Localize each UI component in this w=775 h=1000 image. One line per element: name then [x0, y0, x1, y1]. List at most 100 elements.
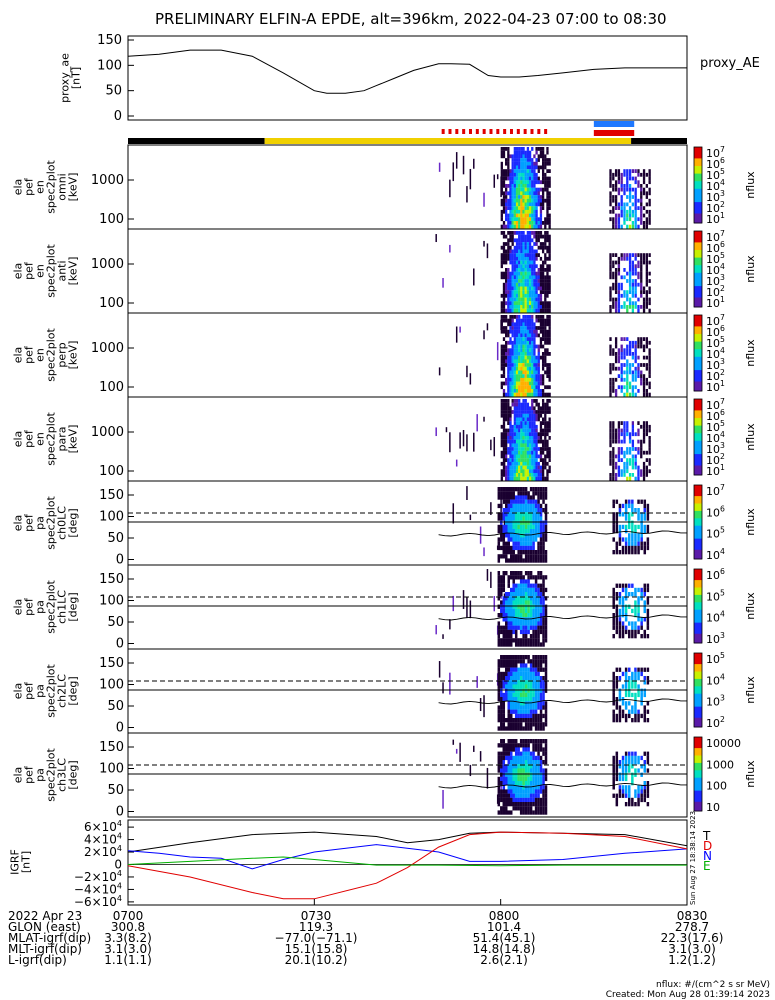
spectrogram-pixel [637, 465, 640, 470]
spectrogram-pixel [514, 642, 518, 647]
spectrogram-pixel [612, 198, 615, 203]
y-axis-label-line: [keV] [67, 425, 80, 454]
spectrogram-pixel [517, 705, 520, 710]
spectrogram-pixel [502, 436, 506, 440]
spectrogram-pixel [526, 264, 530, 269]
spectrogram-pixel [505, 776, 508, 782]
spectrogram-pixel [637, 688, 640, 693]
spectrogram-pixel [541, 150, 545, 155]
spectrogram-pixel [529, 659, 533, 664]
pa-anti-loss-cone-line [438, 782, 687, 789]
spectrogram-pixel [522, 275, 525, 280]
spectrogram-pixel [514, 592, 518, 597]
spectrogram-pixel [542, 613, 545, 618]
spectrogram-pixel [544, 410, 547, 414]
spectrogram-pixel [512, 697, 515, 702]
spectrogram-pixel [524, 176, 527, 181]
spectrogram-pixel [513, 282, 517, 287]
spectrogram-pixel [505, 402, 508, 407]
night-bar-2 [631, 138, 687, 144]
spectrogram-pixel [539, 743, 543, 748]
spectrogram-pixel [637, 206, 640, 210]
spectrogram-pixel [624, 524, 628, 530]
spectrogram-pixel [544, 663, 548, 668]
spectrogram-pixel [514, 512, 518, 517]
spectrogram-pixel [502, 363, 506, 367]
spectrogram-pixel [637, 428, 640, 433]
spectrogram-pixel [532, 529, 535, 534]
spectrogram-pixel [620, 377, 623, 382]
y-axis-label-line: proxy_ae [59, 53, 72, 103]
spectrogram-pixel [452, 595, 455, 612]
spectrogram-pixel [497, 684, 501, 689]
spectrogram-pixel [522, 743, 525, 748]
spectrogram-pixel [539, 508, 543, 513]
spectrogram-pixel [614, 465, 618, 470]
spectrogram-pixel [648, 217, 651, 222]
spectrogram-pixel [476, 414, 478, 432]
spectrogram-pixel [505, 667, 508, 672]
spectrogram-pixel [519, 676, 523, 681]
spectrogram-pixel [627, 667, 631, 672]
spectrogram-pixel [631, 428, 635, 433]
spectrogram-pixel [502, 428, 506, 433]
spectrogram-pixel [527, 512, 530, 517]
spectrogram-pixel [628, 282, 632, 287]
spectrogram-pixel [520, 256, 523, 261]
spectrogram-pixel [507, 275, 510, 280]
spectrogram-pixel [526, 305, 530, 309]
spectrogram-pixel [502, 469, 506, 474]
spectrogram-pixel [517, 751, 520, 756]
spectrogram-pixel [529, 688, 533, 693]
spectrogram-pixel [620, 198, 623, 203]
spectrogram-pixel [612, 301, 615, 306]
spectrogram-pixel [637, 709, 640, 714]
spectrogram-pixel [524, 587, 528, 593]
spectrogram-pixel [522, 447, 525, 451]
spectrogram-pixel [546, 348, 549, 353]
spectrogram-pixel [507, 293, 510, 298]
spectrogram-pixel [631, 625, 634, 630]
spectrogram-pixel [522, 293, 525, 298]
spectrogram-pixel [526, 293, 530, 298]
spectrogram-pixel [535, 385, 538, 390]
spectrogram-pixel [642, 348, 646, 353]
spectrogram-pixel [539, 491, 543, 496]
spectrogram-pixel [527, 697, 530, 702]
spectrogram-pixel [519, 701, 523, 706]
y-axis-label-line: spec2plot [45, 664, 58, 718]
spectrogram-pixel [539, 781, 543, 786]
colorbar-segment [694, 456, 702, 459]
spectrogram-pixel [515, 172, 519, 177]
spectrogram-pixel [612, 286, 615, 291]
spectrogram-pixel [533, 154, 536, 159]
colorbar-segment [694, 618, 702, 622]
spectrogram-pixel [502, 726, 506, 731]
spectrogram-pixel [517, 596, 520, 601]
spectrogram-pixel [517, 718, 520, 723]
igrf-legend-T: T [702, 829, 711, 843]
spectrogram-pixel [515, 337, 519, 341]
spectrogram-pixel [527, 676, 530, 681]
spectrogram-pixel [500, 781, 503, 786]
spectrogram-pixel [541, 206, 545, 210]
spectrogram-pixel [537, 487, 540, 492]
spectrogram-pixel [500, 245, 503, 250]
spectrogram-pixel [640, 701, 643, 706]
spectrogram-pixel [612, 499, 615, 504]
spectrogram-pixel [509, 709, 513, 714]
spectrogram-pixel [513, 424, 517, 429]
spectrogram-pixel [542, 495, 545, 500]
spectrogram-pixel [515, 198, 519, 203]
spectrogram-pixel [500, 381, 503, 386]
spectrogram-pixel [541, 322, 545, 327]
spectrogram-pixel [541, 421, 545, 425]
spectrogram-pixel [620, 305, 623, 309]
spectrogram-pixel [514, 768, 518, 773]
collection-mark [455, 129, 459, 134]
spectrogram-pixel [522, 305, 525, 309]
spectrogram-pixel [500, 260, 503, 265]
spectrogram-pixel [509, 450, 512, 455]
spectrogram-pixel [614, 392, 618, 397]
spectrogram-pixel [637, 421, 640, 425]
